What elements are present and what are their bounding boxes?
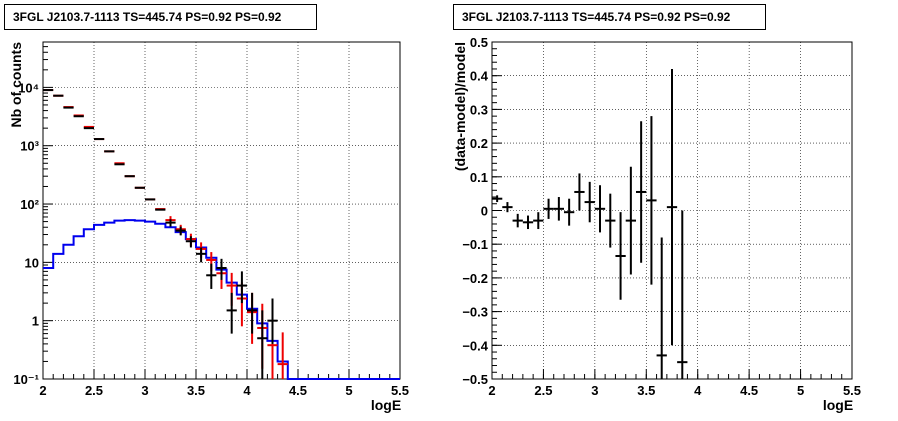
x-tick-label: 4.5 <box>289 383 307 398</box>
x-tick-label: 3 <box>591 383 598 398</box>
x-tick-label: 2.5 <box>85 383 103 398</box>
y-tick-label: 0 <box>481 204 488 219</box>
y-tick-label: −0.4 <box>462 338 488 353</box>
x-tick-label: 5.5 <box>843 383 861 398</box>
y-tick-label: −0.1 <box>462 237 488 252</box>
y-tick-label: 10² <box>20 197 39 212</box>
y-tick-label: −0.2 <box>462 271 488 286</box>
y-tick-label: 10 <box>25 255 39 270</box>
left-plot-title: 3FGL J2103.7-1113 TS=445.74 PS=0.92 PS=0… <box>4 4 317 30</box>
right-plot-title: 3FGL J2103.7-1113 TS=445.74 PS=0.92 PS=0… <box>453 4 766 30</box>
y-tick-label: 0.1 <box>470 170 488 185</box>
x-tick-label: 2 <box>39 383 46 398</box>
y-axis-label: Nb of counts <box>8 42 24 128</box>
x-tick-label: 4 <box>694 383 702 398</box>
x-axis-label: logE <box>371 397 401 413</box>
x-tick-label: 4.5 <box>740 383 758 398</box>
x-tick-label: 2 <box>488 383 495 398</box>
x-tick-label: 3.5 <box>637 383 655 398</box>
x-tick-label: 5 <box>345 383 352 398</box>
y-tick-label: 1 <box>32 314 39 329</box>
y-tick-label: 0.3 <box>470 102 488 117</box>
y-tick-label: −0.3 <box>462 305 488 320</box>
x-tick-label: 4 <box>243 383 251 398</box>
x-tick-label: 5.5 <box>391 383 409 398</box>
y-tick-label: −0.5 <box>462 372 488 387</box>
x-tick-label: 3.5 <box>187 383 205 398</box>
y-tick-label: 10⁻¹ <box>13 372 39 387</box>
x-tick-label: 5 <box>797 383 804 398</box>
y-axis-label: (data-model)/model <box>452 42 468 171</box>
model-histogram-line <box>43 219 400 380</box>
y-tick-label: 0.2 <box>470 136 488 151</box>
y-tick-label: 10⁴ <box>18 80 39 95</box>
x-tick-label: 2.5 <box>534 383 552 398</box>
x-tick-label: 3 <box>141 383 148 398</box>
plot-frame <box>42 41 401 380</box>
y-tick-label: 0.4 <box>470 69 489 84</box>
y-tick-label: 0.5 <box>470 35 488 50</box>
x-axis-label: logE <box>823 397 853 413</box>
y-tick-label: 10³ <box>20 139 39 154</box>
